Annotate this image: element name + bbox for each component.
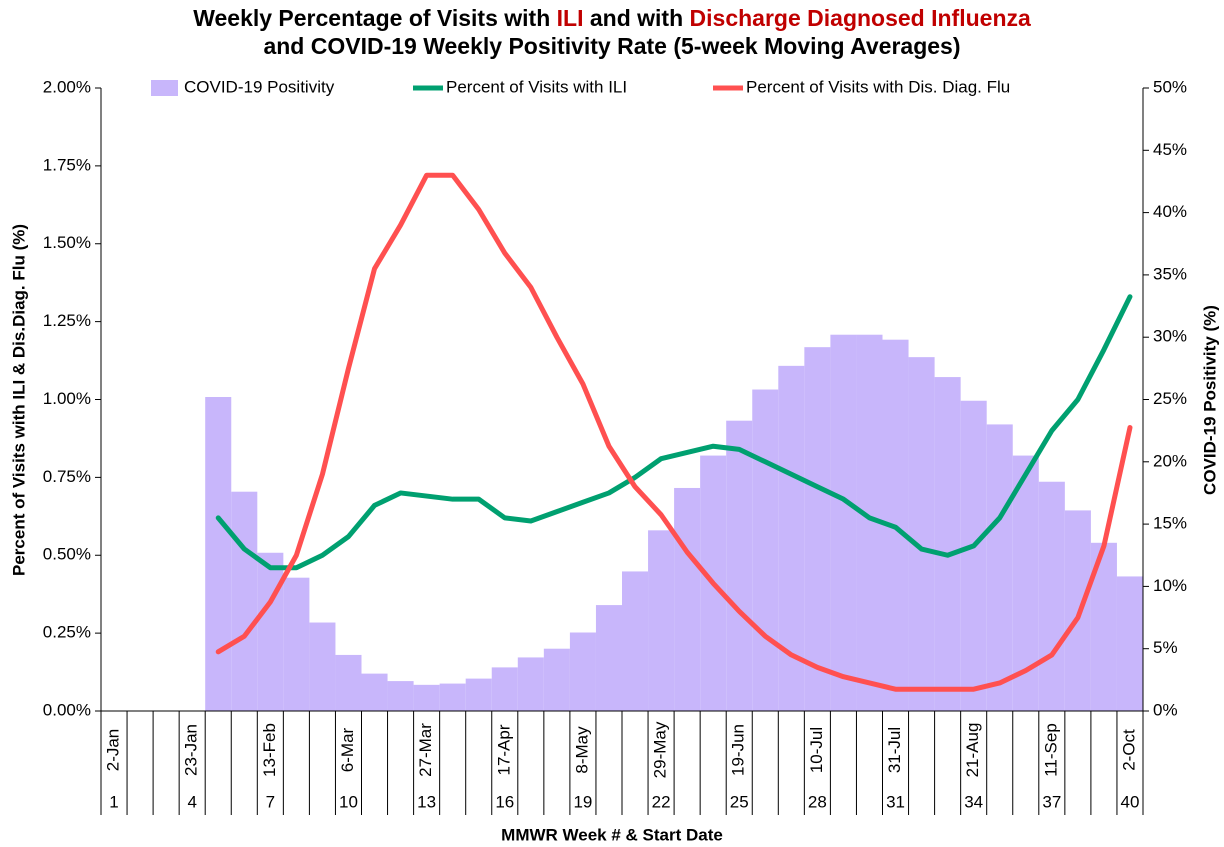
x-date-label: 31-Jul — [885, 727, 904, 773]
bar — [465, 678, 492, 711]
bar — [726, 420, 753, 711]
chart-title: and COVID-19 Weekly Positivity Rate (5-w… — [263, 33, 960, 59]
x-date-label: 2-Jan — [104, 729, 123, 772]
y-tick-label: 0.25% — [43, 623, 91, 642]
y2-tick-label: 45% — [1153, 140, 1187, 159]
x-date-label: 8-May — [572, 726, 591, 774]
x-date-label: 19-Jun — [729, 724, 748, 776]
x-date-label: 23-Jan — [182, 724, 201, 776]
x-date-label: 17-Apr — [494, 724, 513, 775]
bar — [1038, 481, 1065, 711]
legend-swatch — [151, 80, 178, 96]
bar — [335, 654, 362, 711]
y2-tick-label: 0% — [1153, 700, 1178, 719]
x-date-label: 6-Mar — [338, 727, 357, 772]
bar — [387, 681, 414, 711]
x-tick-label: 1 — [109, 792, 118, 811]
x-date-label: 27-Mar — [416, 723, 435, 777]
x-date-label: 21-Aug — [963, 723, 982, 778]
bar — [361, 673, 388, 711]
bar — [283, 577, 310, 711]
x-tick-label: 34 — [964, 792, 983, 811]
bar — [257, 552, 284, 711]
y2-tick-label: 5% — [1153, 638, 1178, 657]
y2-tick-label: 10% — [1153, 576, 1187, 595]
bar — [752, 389, 779, 711]
legend-label: Percent of Visits with Dis. Diag. Flu — [746, 77, 1010, 96]
x-tick-label: 22 — [652, 792, 671, 811]
x-axis-title: MMWR Week # & Start Date — [501, 825, 723, 844]
bar — [622, 571, 649, 711]
y2-tick-label: 35% — [1153, 264, 1187, 283]
title-segment: and COVID-19 Weekly Positivity Rate (5-w… — [263, 33, 960, 59]
title-segment: Discharge Diagnosed Influenza — [690, 5, 1031, 31]
y2-tick-label: 30% — [1153, 327, 1187, 346]
bar — [569, 632, 596, 711]
y2-tick-label: 15% — [1153, 514, 1187, 533]
y-tick-label: 1.00% — [43, 389, 91, 408]
x-date-label: 10-Jul — [807, 727, 826, 773]
title-segment: and with — [583, 5, 689, 31]
bar — [309, 622, 336, 711]
x-tick-label: 7 — [266, 792, 275, 811]
legend-label: Percent of Visits with ILI — [446, 77, 627, 96]
x-date-label: 29-May — [651, 721, 670, 778]
y2-tick-label: 25% — [1153, 389, 1187, 408]
x-tick-label: 4 — [187, 792, 196, 811]
bar — [804, 347, 831, 711]
y2-tick-label: 20% — [1153, 451, 1187, 470]
bar — [830, 334, 857, 711]
y-tick-label: 1.25% — [43, 311, 91, 330]
y-tick-label: 1.75% — [43, 155, 91, 174]
x-tick-label: 28 — [808, 792, 827, 811]
bar — [205, 397, 232, 711]
bar — [517, 657, 544, 711]
y-tick-label: 0.75% — [43, 467, 91, 486]
x-date-label: 13-Feb — [260, 723, 279, 777]
bar — [491, 667, 518, 711]
x-date-label: 2-Oct — [1119, 729, 1138, 771]
bar — [674, 487, 701, 711]
bar — [934, 377, 961, 711]
x-date-label: 11-Sep — [1041, 723, 1060, 777]
bar — [648, 530, 675, 711]
y-tick-label: 0.50% — [43, 545, 91, 564]
line — [215, 172, 1133, 692]
bar — [439, 683, 466, 711]
x-tick-label: 31 — [886, 792, 905, 811]
bar — [595, 605, 622, 711]
bar — [960, 400, 987, 711]
y-tick-label: 0.00% — [43, 700, 91, 719]
x-tick-label: 16 — [495, 792, 514, 811]
title-segment: ILI — [557, 5, 584, 31]
x-tick-label: 25 — [730, 792, 749, 811]
bar — [543, 648, 570, 711]
bar — [231, 491, 258, 711]
bar — [1116, 576, 1143, 711]
bar — [908, 357, 935, 711]
y2-tick-label: 40% — [1153, 202, 1187, 221]
y-axis-title: Percent of Visits with ILI & Dis.Diag. F… — [9, 224, 28, 576]
title-segment: Weekly Percentage of Visits with — [193, 5, 556, 31]
x-tick-label: 40 — [1121, 792, 1140, 811]
line — [215, 294, 1133, 571]
bar — [413, 684, 440, 711]
x-tick-label: 10 — [339, 792, 358, 811]
legend-label: COVID-19 Positivity — [184, 77, 335, 96]
y-tick-label: 1.50% — [43, 233, 91, 252]
x-tick-label: 19 — [573, 792, 592, 811]
y2-axis-title: COVID-19 Positivity (%) — [1200, 305, 1219, 495]
y-tick-label: 2.00% — [43, 77, 91, 96]
x-tick-label: 13 — [417, 792, 436, 811]
chart-title: Weekly Percentage of Visits with ILI and… — [193, 5, 1031, 31]
bar — [986, 424, 1013, 711]
x-tick-label: 37 — [1042, 792, 1061, 811]
y2-tick-label: 50% — [1153, 77, 1187, 96]
